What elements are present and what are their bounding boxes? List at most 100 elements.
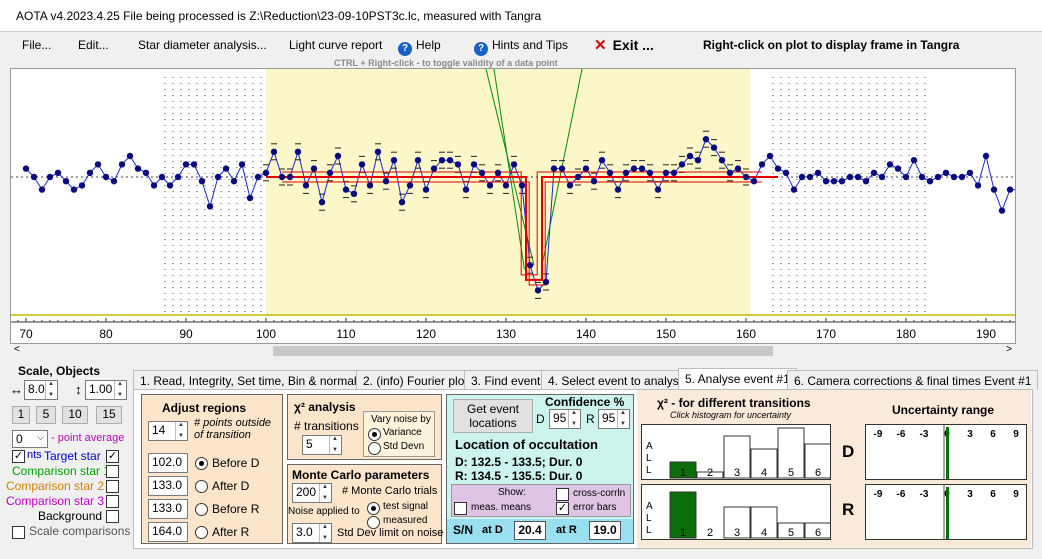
scale-v-spinner[interactable] xyxy=(114,381,126,399)
scale-button-10[interactable]: 10 xyxy=(62,406,88,424)
after-d-radio[interactable] xyxy=(195,480,208,493)
meas-means-checkbox[interactable] xyxy=(454,502,467,515)
x-tick-label: 110 xyxy=(336,327,355,341)
tab-read[interactable]: 1. Read, Integrity, Set time, Bin & norm… xyxy=(133,370,379,390)
data-point xyxy=(326,169,334,176)
transitions-spinner[interactable] xyxy=(329,436,341,454)
histogram-d-svg[interactable]: ALL 1 2 3 4 5 6 xyxy=(642,425,832,479)
menu-file[interactable]: File... xyxy=(22,38,52,52)
data-point xyxy=(582,165,590,172)
scale-h-spinner[interactable] xyxy=(45,381,57,399)
uncertainty-r[interactable]: -9-6-30369 xyxy=(865,484,1027,540)
scroll-thumb[interactable] xyxy=(273,346,773,356)
test-signal-radio[interactable] xyxy=(367,502,380,515)
target-star-checkbox[interactable]: ✓ xyxy=(106,450,119,463)
title-bar: AOTA v4.2023.4.25 File being processed i… xyxy=(0,0,1042,32)
hints-icon: ? xyxy=(474,42,488,56)
confidence-r-value: 95 xyxy=(602,411,616,425)
comp1-checkbox[interactable] xyxy=(106,465,119,478)
data-point xyxy=(982,152,990,160)
tab-find-events[interactable]: 3. Find events xyxy=(464,370,554,390)
point-average-select[interactable]: 0 ⌵ xyxy=(12,430,48,448)
comp3-label: Comparison star 3 xyxy=(6,494,105,508)
data-point xyxy=(222,165,230,172)
scroll-left-icon[interactable]: < xyxy=(14,344,20,355)
confidence-d-spinner[interactable] xyxy=(568,410,580,428)
light-curve-plot[interactable]: 70 80 90 100 110 120 130 140 150 160 170 180 190 xyxy=(10,68,1022,344)
comp1-label: Comparison star 1 xyxy=(12,464,111,478)
x-tick-label: 150 xyxy=(656,327,676,341)
menu-light-curve-report[interactable]: Light curve report xyxy=(289,38,383,52)
r-letter: R xyxy=(842,500,855,519)
histogram-r-svg[interactable]: ALL 1 2 3 4 5 6 xyxy=(642,485,832,539)
x-tick-label: 90 xyxy=(179,327,193,341)
error-bars-checkbox[interactable]: ✓ xyxy=(556,502,569,515)
get-event-locations-button[interactable]: Get event locations xyxy=(453,399,533,433)
scale-button-5[interactable]: 5 xyxy=(36,406,56,424)
comp3-checkbox[interactable] xyxy=(106,495,119,508)
data-point xyxy=(30,173,38,181)
after-d-label: After D xyxy=(212,479,250,493)
data-point xyxy=(606,169,614,176)
menu-edit[interactable]: Edit... xyxy=(78,38,109,52)
background-checkbox[interactable] xyxy=(106,510,119,523)
histogram-title: χ² - for different transitions xyxy=(657,396,811,410)
uncertainty-tick-label: 3 xyxy=(967,429,973,440)
uncertainty-bar xyxy=(946,487,949,539)
menu-exit[interactable]: ✕ Exit ... xyxy=(594,36,654,54)
after-r-input[interactable]: 164.0 xyxy=(148,522,188,542)
before-d-radio[interactable] xyxy=(195,457,208,470)
d-letter: D xyxy=(842,442,855,461)
background-label: Background xyxy=(38,509,103,523)
variance-label: Variance xyxy=(383,427,422,438)
menu-star-diameter[interactable]: Star diameter analysis... xyxy=(138,38,267,52)
right-click-hint: Right-click on plot to display frame in … xyxy=(703,38,960,52)
std-limit-spinner[interactable] xyxy=(319,524,331,542)
data-point xyxy=(646,169,654,176)
uncertainty-r-svg[interactable]: -9-6-30369 xyxy=(866,485,1026,539)
data-point xyxy=(750,178,758,185)
before-r-radio[interactable] xyxy=(195,503,208,516)
uncertainty-d-svg[interactable]: -9-6-30369 xyxy=(866,425,1026,479)
tab-select-event[interactable]: 4. Select event to analyse xyxy=(541,370,693,390)
menu-hints[interactable]: ? Hints and Tips xyxy=(474,38,568,56)
trials-spinner[interactable] xyxy=(319,484,331,502)
after-r-radio[interactable] xyxy=(195,526,208,539)
confidence-r-spinner[interactable] xyxy=(617,410,629,428)
histogram-bin-label: 5 xyxy=(788,527,794,539)
uncertainty-d[interactable]: -9-6-30369 xyxy=(865,424,1027,480)
menu-help[interactable]: ? Help xyxy=(398,38,441,56)
data-point xyxy=(278,173,286,181)
data-point xyxy=(622,169,630,176)
before-d-input[interactable]: 102.0 xyxy=(148,453,188,473)
scroll-right-icon[interactable]: > xyxy=(1006,344,1012,355)
scale-comparisons-checkbox[interactable] xyxy=(12,526,25,539)
plot-scrollbar[interactable]: < > xyxy=(10,344,1016,358)
target-enable-checkbox[interactable]: ✓ xyxy=(12,450,25,463)
data-point xyxy=(46,173,54,181)
sn-at-d-value: 20.4 xyxy=(514,521,546,540)
tab-fourier[interactable]: 2. (info) Fourier plot xyxy=(356,370,475,390)
histogram-bar xyxy=(777,522,805,539)
scale-button-1[interactable]: 1 xyxy=(12,406,30,424)
cross-corr-checkbox[interactable] xyxy=(556,488,569,501)
variance-radio[interactable] xyxy=(368,428,381,441)
after-d-input[interactable]: 133.0 xyxy=(148,476,188,496)
comp2-checkbox[interactable] xyxy=(106,480,119,493)
histogram-bin-label: 6 xyxy=(815,467,821,479)
scale-button-15[interactable]: 15 xyxy=(96,406,122,424)
data-point xyxy=(854,173,862,181)
stddevn-radio[interactable] xyxy=(368,442,381,455)
tab-analyse-event[interactable]: 5. Analyse event #1 xyxy=(678,368,797,391)
before-r-label: Before R xyxy=(212,502,260,516)
tab-camera-corrections[interactable]: 6. Camera corrections & final times Even… xyxy=(787,370,1039,390)
light-curve-svg[interactable]: 70 80 90 100 110 120 130 140 150 160 170 180 190 xyxy=(11,68,1022,343)
data-point xyxy=(710,144,718,151)
data-point xyxy=(22,165,30,172)
points-outside-spinner[interactable] xyxy=(175,422,187,440)
measured-radio[interactable] xyxy=(367,516,380,529)
data-point xyxy=(806,173,814,181)
before-r-input[interactable]: 133.0 xyxy=(148,499,188,519)
